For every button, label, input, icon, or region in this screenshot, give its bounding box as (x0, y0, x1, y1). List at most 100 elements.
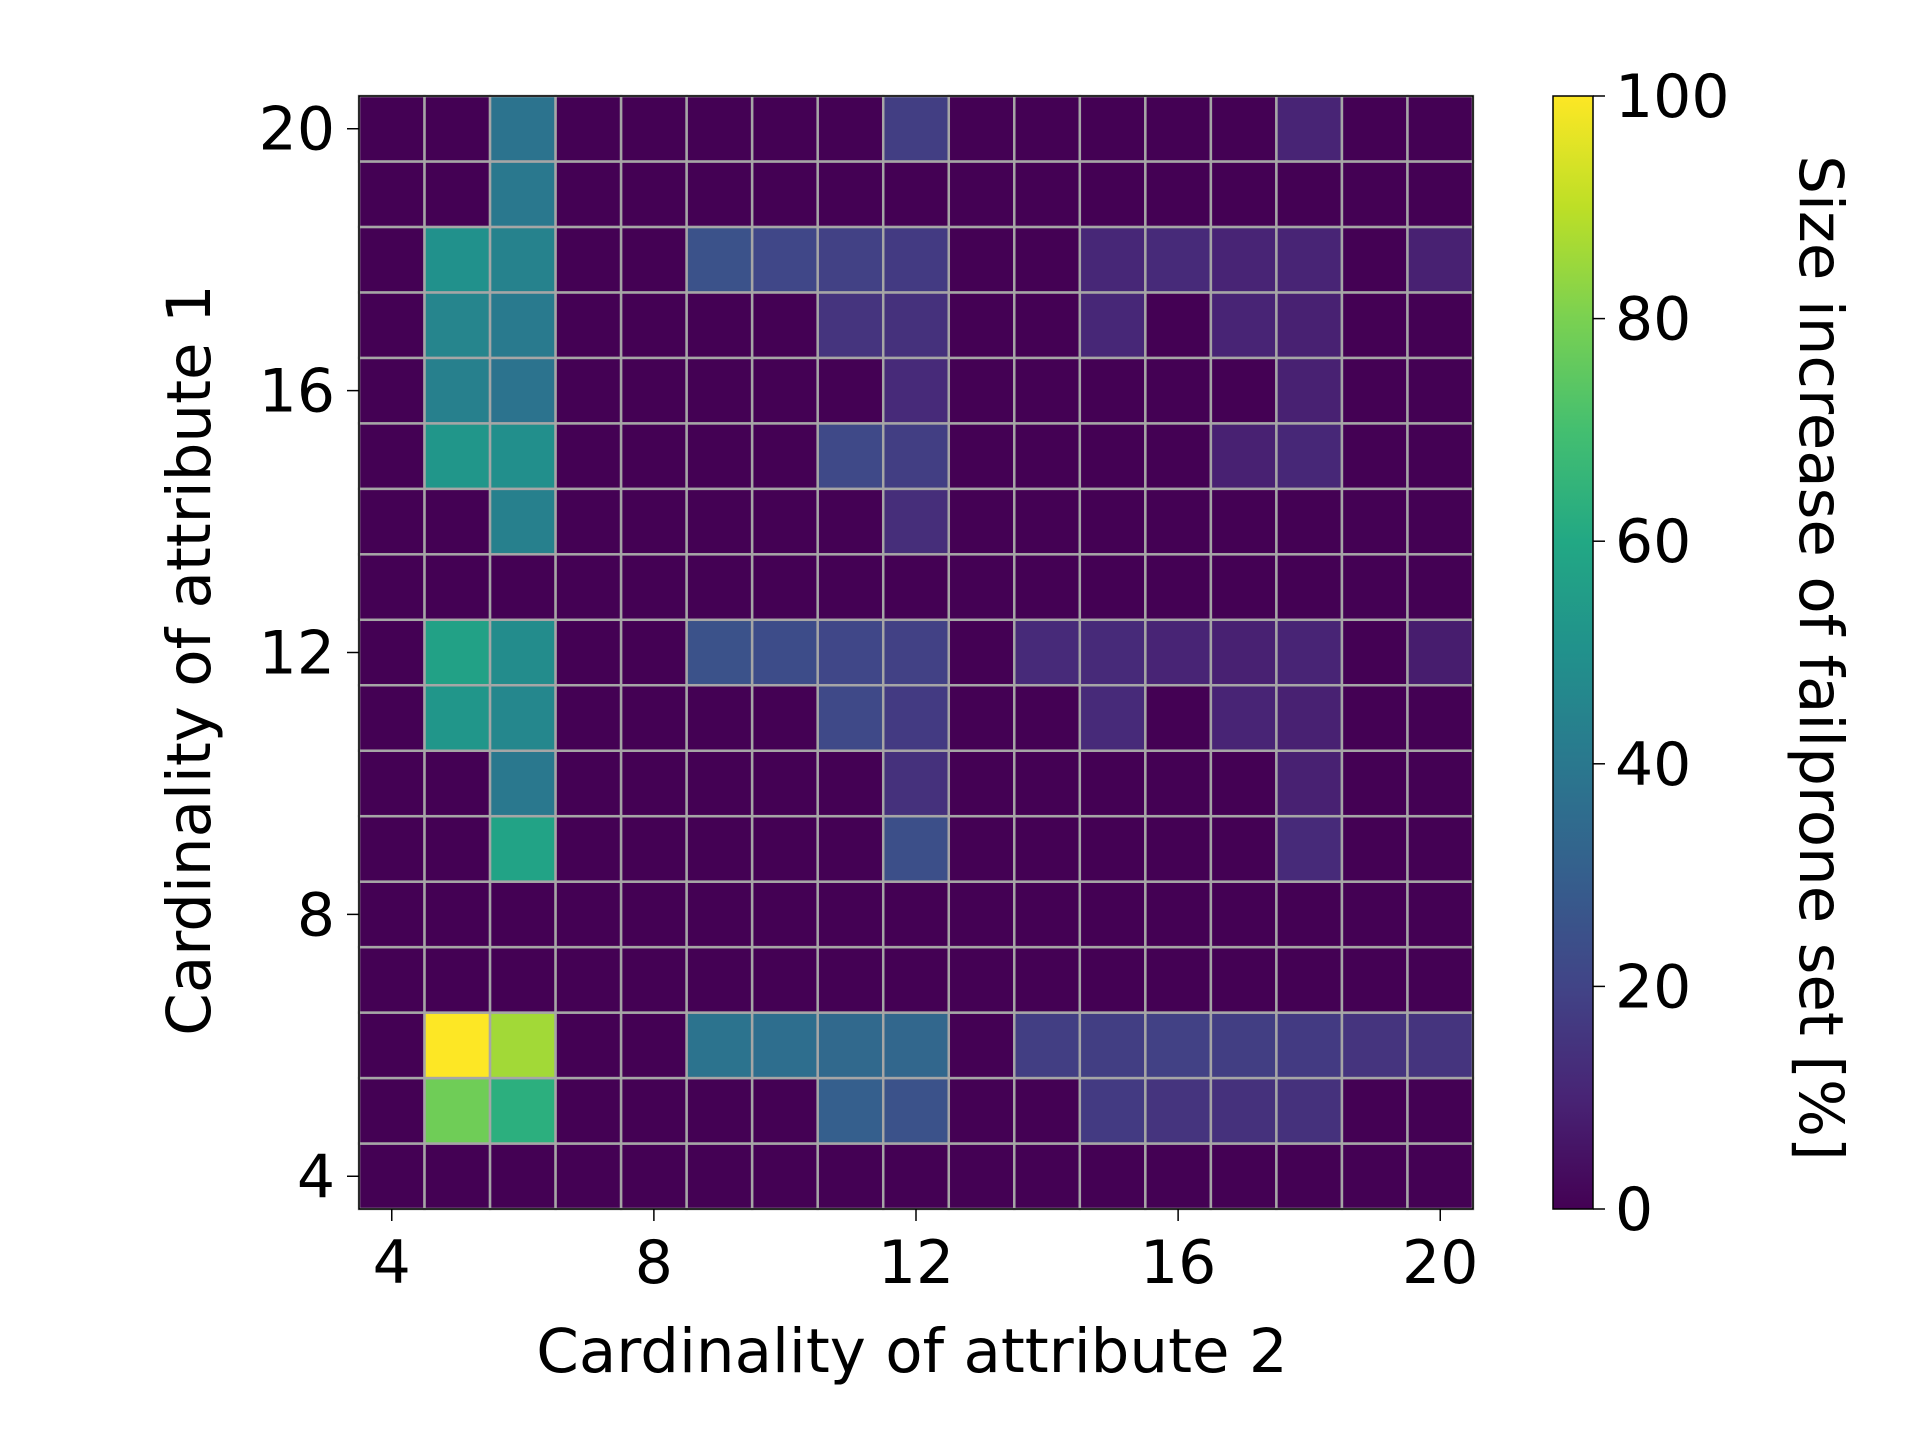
heatmap-cell (750, 94, 819, 163)
heatmap-cell (357, 814, 426, 883)
heatmap-cell (1406, 356, 1475, 425)
heatmap-cell (619, 1142, 688, 1211)
heatmap-cell (1013, 814, 1082, 883)
heatmap-cell (750, 749, 819, 818)
heatmap-cell (488, 618, 557, 687)
y-tick-label: 20 (259, 95, 335, 165)
heatmap-cell (357, 618, 426, 687)
heatmap-cell (947, 225, 1016, 294)
heatmap-cell (1209, 814, 1278, 883)
heatmap-cell (357, 1011, 426, 1080)
heatmap-cell (1144, 422, 1213, 491)
colorbar-ticks: 0 20 40 60 80 100 (1593, 62, 1730, 1245)
heatmap-cell (488, 683, 557, 752)
colorbar-label: Size increase of failprone set [%] (1785, 155, 1856, 1161)
heatmap-cell (1013, 225, 1082, 294)
heatmap-cell (1406, 422, 1475, 491)
heatmap-cell (1275, 291, 1344, 360)
heatmap-cell (750, 880, 819, 949)
heatmap-cell (1406, 160, 1475, 229)
heatmap-cell (816, 945, 885, 1014)
heatmap-cell (488, 94, 557, 163)
heatmap-cell (554, 225, 623, 294)
heatmap-cell (488, 749, 557, 818)
heatmap-cell (423, 814, 492, 883)
heatmap-cell (1209, 487, 1278, 556)
heatmap-cell (619, 553, 688, 622)
heatmap-cell (357, 945, 426, 1014)
heatmap-cell (488, 1076, 557, 1145)
heatmap-cell (685, 553, 754, 622)
heatmap-cell (685, 422, 754, 491)
heatmap-cell (1340, 814, 1409, 883)
heatmap-cell (750, 487, 819, 556)
heatmap-cell (1078, 422, 1147, 491)
heatmap-cell (1209, 291, 1278, 360)
heatmap-cell (619, 880, 688, 949)
x-tick-label: 12 (878, 1228, 954, 1298)
heatmap-cell (881, 814, 951, 883)
heatmap-cell (1144, 749, 1213, 818)
heatmap-cell (1144, 814, 1213, 883)
heatmap-cell (488, 1142, 557, 1211)
heatmap-cell (947, 1011, 1016, 1080)
heatmap-cell (488, 880, 557, 949)
heatmap-cell (1013, 618, 1082, 687)
heatmap-cell (816, 1076, 885, 1145)
heatmap-cell (947, 160, 1016, 229)
heatmap-cell (1078, 160, 1147, 229)
heatmap-cell (1209, 422, 1278, 491)
heatmap-cell (423, 94, 492, 163)
heatmap-cell (750, 356, 819, 425)
heatmap-cell (1144, 1076, 1213, 1145)
heatmap-cell (1013, 749, 1082, 818)
heatmap-cell (750, 422, 819, 491)
heatmap-cell (881, 291, 951, 360)
heatmap-cell (1406, 1142, 1475, 1211)
heatmap-cell (554, 880, 623, 949)
heatmap-cell (685, 291, 754, 360)
heatmap-cell (1144, 160, 1213, 229)
heatmap-cell (554, 1076, 623, 1145)
heatmap-cell (1078, 553, 1147, 622)
heatmap-cell (1144, 880, 1213, 949)
heatmap-cell (1340, 487, 1409, 556)
heatmap-cell (1275, 1142, 1344, 1211)
heatmap-cell (1078, 1076, 1147, 1145)
heatmap-cell (1144, 225, 1213, 294)
heatmap-cell (1013, 160, 1082, 229)
heatmap-cell (1406, 749, 1475, 818)
heatmap-cell (1275, 945, 1344, 1014)
heatmap-cell (488, 1011, 557, 1080)
heatmap-cell (488, 356, 557, 425)
heatmap-cell (619, 487, 688, 556)
heatmap-cell (1340, 945, 1409, 1014)
heatmap-cell (1144, 683, 1213, 752)
colorbar-tick-label: 60 (1615, 507, 1691, 577)
heatmap-cell (750, 618, 819, 687)
heatmap-cell (947, 814, 1016, 883)
heatmap-cell (619, 945, 688, 1014)
heatmap-cell (881, 553, 951, 622)
colorbar-tick-label: 40 (1615, 730, 1691, 800)
heatmap-cell (1209, 749, 1278, 818)
heatmap-cell (619, 356, 688, 425)
heatmap-cell (1144, 553, 1213, 622)
heatmap-cell (750, 945, 819, 1014)
heatmap-cell (1209, 1011, 1278, 1080)
heatmap-cell (357, 1076, 426, 1145)
heatmap-cell (1340, 553, 1409, 622)
heatmap-cell (357, 225, 426, 294)
heatmap-cell (947, 880, 1016, 949)
heatmap-cell (1275, 618, 1344, 687)
heatmap-cell (1078, 1142, 1147, 1211)
heatmap-cell (357, 749, 426, 818)
heatmap-cell (554, 683, 623, 752)
heatmap-cell (750, 160, 819, 229)
heatmap-cell (1013, 1011, 1082, 1080)
heatmap-cell (357, 422, 426, 491)
heatmap-cell (750, 1076, 819, 1145)
heatmap-cell (1209, 553, 1278, 622)
heatmap-cell (881, 1142, 951, 1211)
heatmap-cell (1078, 618, 1147, 687)
